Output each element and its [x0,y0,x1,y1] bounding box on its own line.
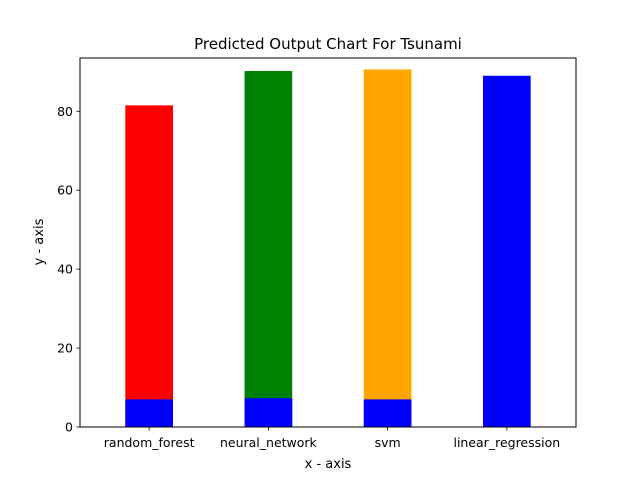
bar-neural-network-series-1 [244,71,293,428]
bars-group [125,69,531,428]
x-ticks-group: random_forest neural_network svm linear_reg… [104,427,560,450]
bar-random-forest-series-1 [125,105,173,428]
y-tick-label: 40 [57,262,73,277]
x-tick-label-neural-network: neural_network [220,435,318,450]
plot-frame [79,57,577,428]
x-tick-label-svm: svm [375,435,401,450]
bar-svm-series-1 [363,69,412,427]
x-axis-label: x - axis [305,457,352,472]
bar-random-forest-series-2 [125,399,173,427]
y-tick-label: 0 [65,420,73,435]
y-ticks-group: 0 20 40 60 80 [57,104,80,435]
y-axis-label: y - axis [32,218,47,265]
chart-title: Predicted Output Chart For Tsunami [194,35,462,53]
bar-svm-series-2 [363,399,412,427]
y-tick-label: 60 [57,183,73,198]
y-tick-label: 80 [57,104,73,119]
bar-neural-network-series-2 [244,398,293,427]
y-tick-label: 20 [57,341,73,356]
x-tick-label-linear-regression: linear_regression [453,435,560,450]
x-tick-label-random-forest: random_forest [104,435,195,450]
bar-linear-regression-series-1 [483,75,531,427]
